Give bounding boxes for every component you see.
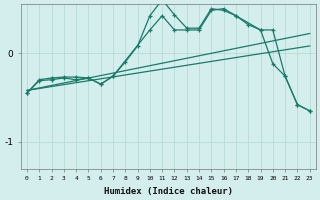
X-axis label: Humidex (Indice chaleur): Humidex (Indice chaleur) <box>104 187 233 196</box>
